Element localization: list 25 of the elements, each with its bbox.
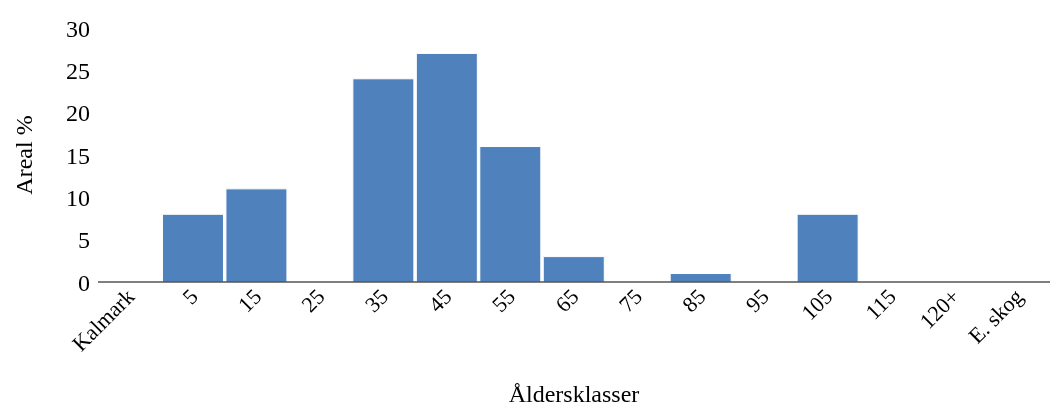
x-tick-label: 120+: [914, 283, 965, 334]
x-tick-label: E. skog: [963, 283, 1028, 349]
x-tick-label: 55: [486, 283, 521, 318]
bar: [542, 256, 605, 282]
y-tick-label: 15: [66, 142, 90, 169]
x-tick-label: 105: [796, 283, 838, 325]
x-tick-label: 15: [232, 283, 267, 318]
y-tick-label: 5: [78, 227, 90, 254]
y-tick-label: 10: [66, 184, 90, 211]
x-tick-label: 115: [860, 283, 901, 325]
y-tick-label: 0: [78, 269, 90, 296]
x-tick-label: 85: [677, 283, 711, 318]
x-tick-label: 75: [613, 283, 647, 318]
x-tick-label: 5: [177, 283, 203, 310]
x-tick-label: 45: [423, 283, 457, 318]
y-tick-label: 30: [66, 15, 90, 42]
y-tick-label: 25: [66, 57, 90, 84]
x-tick-label: 25: [296, 283, 330, 318]
bar: [796, 213, 859, 282]
x-tick-label: 35: [359, 283, 394, 318]
x-tick-label: 65: [550, 283, 584, 318]
x-tick-label: 95: [740, 283, 774, 318]
x-axis-title: Åldersklasser: [508, 381, 640, 407]
y-axis-title: Areal %: [10, 115, 37, 195]
y-tick-label: 20: [66, 100, 90, 127]
